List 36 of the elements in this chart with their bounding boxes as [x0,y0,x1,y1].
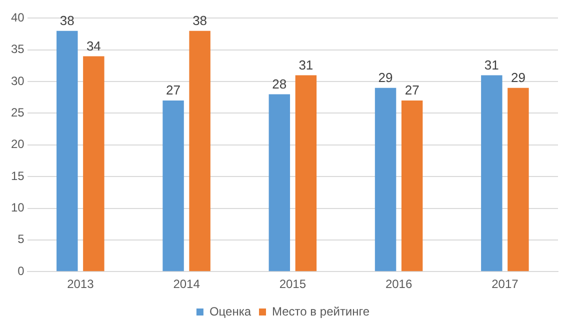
y-tick-label: 40 [10,10,25,25]
data-label: 27 [166,82,181,98]
y-tick-label: 5 [18,232,25,246]
bar [481,75,502,272]
y-tick-label: 25 [10,106,25,120]
x-tick-label: 2015 [279,277,306,292]
data-label: 27 [404,82,420,98]
x-tick-label: 2013 [67,277,94,292]
bar [374,88,396,272]
y-tick-label: 30 [10,74,25,88]
bar [162,100,184,272]
x-tick-label: 2014 [173,277,200,292]
bar [268,94,290,272]
y-tick-label: 35 [10,42,25,56]
data-label: 29 [378,70,393,85]
bar [56,30,78,272]
data-label: 38 [60,12,74,28]
data-label: 28 [272,76,287,92]
data-label: 29 [510,70,526,85]
data-label: 31 [298,57,314,72]
data-label: 34 [86,38,101,54]
x-tick-label: 2016 [385,277,412,292]
bar [189,30,210,272]
legend-label: Место в рейтинге [272,304,370,318]
bar [401,100,423,272]
y-tick-label: 20 [10,137,25,152]
y-tick-label: 10 [10,200,25,215]
bar [83,56,104,272]
y-tick-label: 0 [18,264,25,278]
bar [295,75,317,272]
data-label: 38 [192,12,208,28]
legend-label: Оценка [209,304,252,318]
x-tick-label: 2017 [492,277,519,292]
bar [508,88,529,272]
y-tick-label: 15 [10,168,25,183]
data-label: 31 [484,57,499,72]
